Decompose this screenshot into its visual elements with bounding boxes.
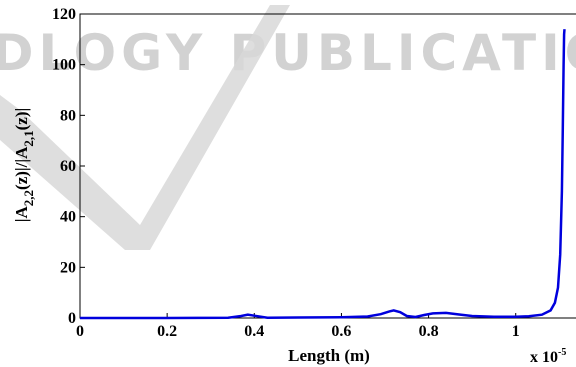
- y-axis-label: |A2,2(z)|/|A2,1(z)|: [12, 108, 36, 223]
- y-tick-label: 0: [68, 310, 76, 327]
- x-multiplier: x 10-5: [530, 347, 566, 366]
- y-tick-label: 20: [60, 259, 76, 276]
- x-tick-label: 0.2: [157, 323, 177, 340]
- y-tick-label: 100: [52, 57, 76, 74]
- series-line: [80, 29, 566, 320]
- x-tick-label: 0.6: [331, 323, 351, 340]
- watermark: DLOGY PUBLICATIONS: [0, 5, 576, 250]
- watermark-checkmark: [0, 5, 290, 250]
- y-tick-label: 40: [60, 209, 76, 226]
- y-tick-label: 60: [60, 158, 76, 175]
- x-ticks: 0 0.2 0.4 0.6 0.8 1: [76, 313, 520, 340]
- x-tick-label: 0: [76, 323, 84, 340]
- x-axis-label: Length (m): [288, 346, 370, 365]
- x-tick-label: 0.8: [419, 323, 439, 340]
- y-ticks: 0 20 40 60 80 100 120: [52, 6, 85, 327]
- watermark-text: DLOGY PUBLICATIONS: [0, 24, 576, 82]
- x-tick-label: 1: [512, 323, 520, 340]
- y-tick-label: 80: [60, 107, 76, 124]
- y-tick-label: 120: [52, 6, 76, 23]
- x-tick-label: 0.4: [244, 323, 264, 340]
